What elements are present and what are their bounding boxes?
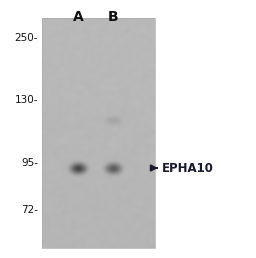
Text: 250-: 250-: [15, 33, 38, 43]
Text: 72-: 72-: [21, 205, 38, 215]
Text: EPHA10: EPHA10: [162, 162, 214, 174]
Text: A: A: [73, 10, 83, 24]
Text: 95-: 95-: [21, 158, 38, 168]
Bar: [42, 18, 155, 248]
Text: 130-: 130-: [15, 95, 38, 105]
Text: B: B: [108, 10, 118, 24]
